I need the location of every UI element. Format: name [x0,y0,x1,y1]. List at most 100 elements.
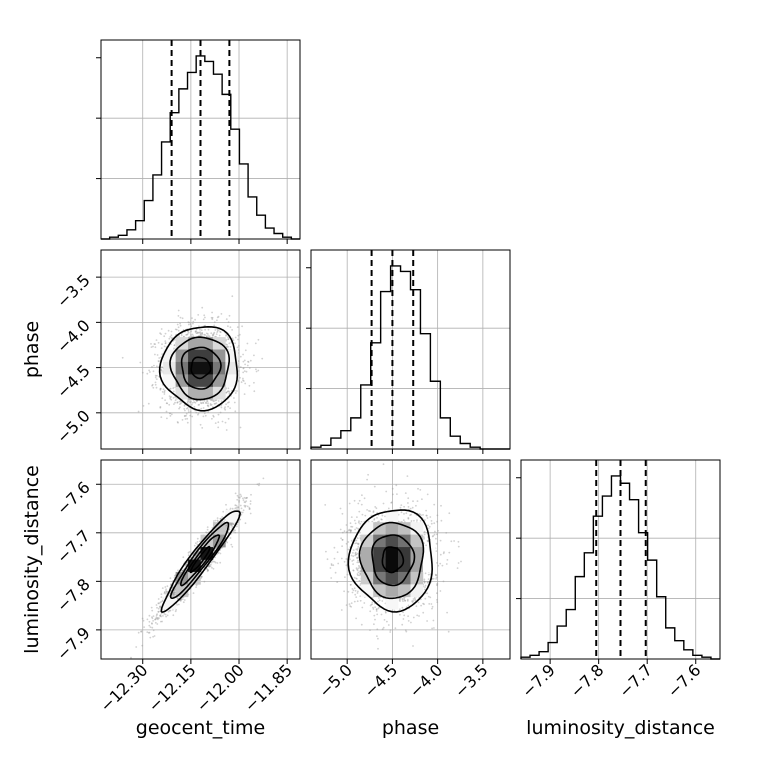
scatter-point [232,523,235,526]
scatter-point [261,357,264,360]
scatter-point [430,522,433,525]
scatter-point [164,586,167,588]
scatter-point [189,447,192,449]
scatter-point [166,417,168,420]
panel-frame [520,459,721,660]
scatter-point [159,388,162,391]
scatter-point [159,605,161,608]
scatter-point [194,331,197,333]
scatter-point [157,360,160,362]
scatter-point [233,397,235,399]
scatter-point [218,329,220,331]
scatter-point [201,306,204,309]
scatter-point [213,560,216,563]
scatter-point [159,614,161,617]
scatter-point [435,542,438,545]
scatter-point [205,402,208,404]
scatter-point [230,543,233,546]
scatter-point [359,522,362,525]
scatter-point [225,334,227,337]
scatter-point [173,589,176,592]
scatter-point [167,329,170,332]
scatter-point [227,321,230,323]
scatter-point [353,499,356,502]
scatter-point [169,397,172,400]
scatter-point [224,421,227,424]
scatter-point [176,421,179,423]
scatter-point [224,406,227,408]
scatter-point [430,603,433,605]
scatter-point [154,618,157,621]
scatter-point [427,578,430,580]
scatter-point [191,333,194,336]
scatter-point [219,331,222,334]
scatter-point [235,506,238,509]
scatter-point [185,414,187,417]
scatter-point [215,402,218,405]
scatter-point [437,529,439,532]
scatter-point [211,311,214,314]
scatter-point [148,624,151,627]
scatter-point [199,335,202,337]
scatter-point [174,399,177,401]
scatter-point [234,531,237,534]
panel-frame [100,249,301,450]
scatter-point [159,614,162,616]
scatter-point [187,411,190,413]
scatter-point [198,403,201,406]
scatter-point [146,618,149,621]
scatter-point [235,504,238,507]
scatter-point [207,565,210,568]
scatter-point [231,329,234,331]
scatter-point [231,523,234,526]
scatter-point [253,354,255,357]
scatter-point [240,381,243,384]
scatter-point [240,513,243,516]
scatter-point [242,509,245,512]
scatter-point [227,390,230,393]
scatter-point [206,531,208,534]
scatter-point [210,561,213,564]
scatter-point [219,411,222,414]
scatter-point [426,493,429,496]
scatter-point [188,551,191,553]
scatter-point [158,357,161,359]
scatter-point [211,334,214,337]
scatter-point [196,541,199,543]
scatter-point [215,399,218,402]
scatter-point [216,519,219,522]
scatter-point [156,606,158,609]
scatter-point [165,402,168,405]
contour-level-1 [180,346,222,390]
scatter-point [211,406,214,408]
scatter-point [151,617,154,620]
scatter-point [164,591,166,594]
scatter-point [183,404,186,407]
scatter-point [187,331,190,334]
scatter-point [236,498,239,501]
scatter-point [195,411,198,414]
scatter-point [355,617,357,620]
scatter-point [186,401,189,403]
scatter-point [200,334,203,337]
scatter-point [159,605,162,608]
scatter-point [158,602,160,605]
scatter-point [155,604,158,606]
scatter-point [161,397,164,400]
scatter-point [217,421,220,424]
scatter-point [192,335,195,337]
scatter-point [246,342,249,345]
scatter-point [156,617,159,620]
scatter-point [238,333,241,336]
scatter-point [217,315,220,318]
density-cell [188,361,201,375]
scatter-point [215,335,217,338]
scatter-point [363,602,366,604]
scatter-point [369,510,371,512]
scatter-point [179,316,182,319]
scatter-point [165,590,167,592]
scatter-point [168,609,171,612]
scatter-point [431,627,433,630]
scatter-point [215,547,217,550]
scatter-point [227,417,230,420]
